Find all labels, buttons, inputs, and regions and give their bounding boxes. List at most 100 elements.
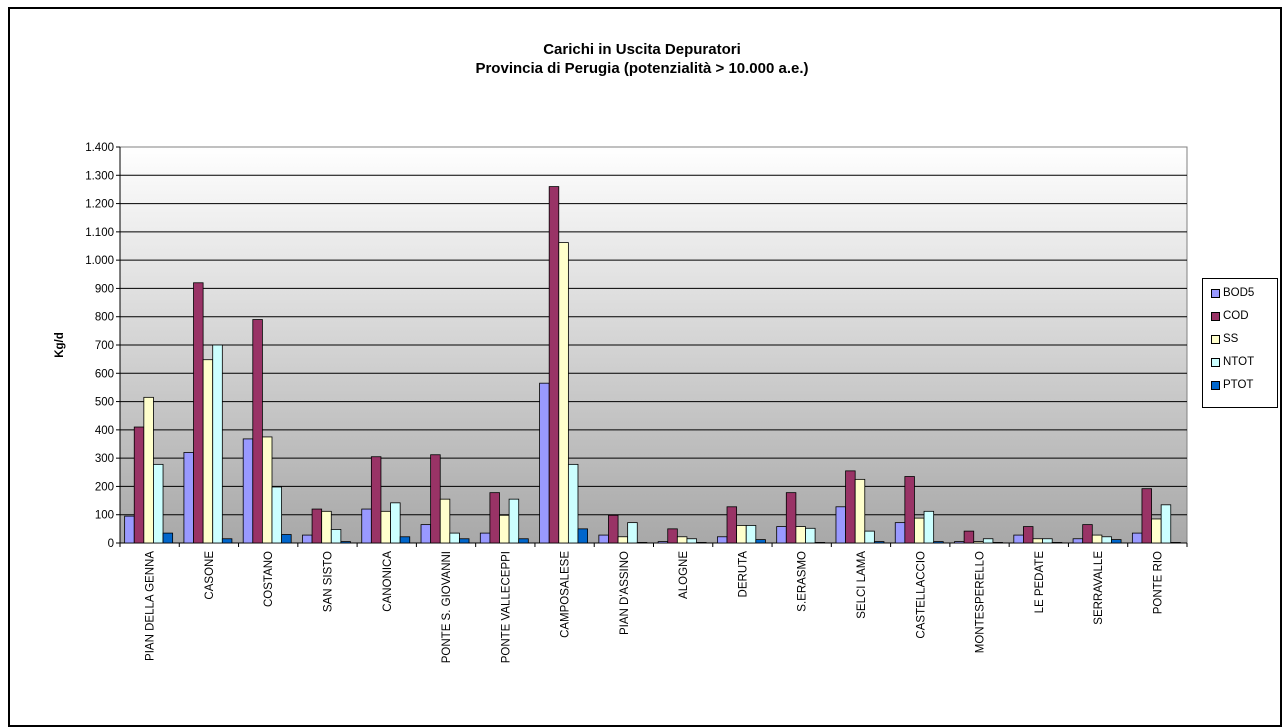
legend-label: BOD5 [1223,287,1255,299]
bar-ss [202,359,214,544]
x-tick-label: CAMPOSALESE [560,551,572,638]
bar-cod [311,508,323,544]
legend-label: NTOT [1223,356,1255,368]
x-tick-label: S.ERASMO [797,551,809,612]
bar-ptot [992,542,1003,544]
bar-ptot [873,541,885,544]
bar-ss [1091,534,1103,544]
y-tick-label: 1.300 [85,170,114,182]
x-tick-label: LE PEDATE [1034,551,1046,614]
bar-ptot [1111,539,1122,544]
y-tick-label: 500 [95,397,114,409]
bar-ntot [1101,536,1112,544]
bar-ptot [1170,542,1181,544]
y-tick-label: 0 [108,538,114,550]
bar-ntot [153,463,164,544]
bar-ss [676,536,688,544]
x-tick-label: DERUTA [737,551,749,598]
bar-ntot [212,344,223,544]
bar-ptot [518,538,529,544]
legend-item-cod: COD [1211,308,1249,324]
bar-ptot [399,536,411,544]
x-tick-label: SERRAVALLE [1093,551,1105,625]
bar-bod5 [302,534,313,544]
bar-ntot [271,486,282,544]
legend-item-bod5: BOD5 [1211,285,1254,301]
bar-bod5 [183,452,194,544]
legend-label: PTOT [1223,379,1254,391]
x-tick-label: PONTE RIO [1152,551,1164,614]
y-tick-label: 800 [95,312,114,324]
bar-ss [143,396,154,544]
x-tick-label: CASTELLACCIO [915,551,927,639]
bar-cod [1082,524,1093,544]
bar-ss [321,510,332,544]
bar-bod5 [657,541,669,544]
bar-cod [1023,526,1034,544]
bar-cod [904,476,915,544]
y-tick-label: 1.000 [85,255,114,267]
bar-ptot [696,542,707,544]
bar-ptot [755,539,766,544]
legend-swatch [1211,288,1220,298]
bar-cod [133,426,145,544]
legend-label: COD [1223,310,1249,322]
legend-item-ntot: NTOT [1211,354,1254,370]
bar-cod [370,456,382,544]
legend-swatch [1211,334,1220,344]
bar-bod5 [539,382,550,544]
bar-bod5 [1013,534,1024,544]
bar-ntot [982,538,994,544]
bar-ss [973,541,984,544]
bar-ss [558,242,569,544]
x-tick-label: PIAN DELLA GENNA [145,551,157,661]
bar-ptot [814,542,826,544]
bar-ptot [221,538,233,544]
bar-ss [914,517,925,544]
bar-ntot [508,498,520,544]
y-tick-label: 700 [95,340,114,352]
bar-ntot [567,463,579,544]
bar-cod [608,514,619,544]
bar-ss [854,478,866,544]
bar-ss [736,525,747,544]
bar-cod [1141,488,1152,544]
bar-ntot [1160,504,1172,544]
y-tick-label: 100 [95,510,114,522]
legend-swatch [1211,357,1220,367]
y-tick-label: 1.400 [85,142,114,154]
bar-bod5 [420,524,432,544]
bar-ntot [449,532,460,544]
y-tick-label: 200 [95,481,114,493]
bar-bod5 [717,536,728,544]
bar-cod [963,530,975,544]
bar-bod5 [242,438,254,544]
y-tick-label: 1.100 [85,227,114,239]
bar-ss [499,514,510,544]
bar-bod5 [1072,538,1084,544]
bar-bod5 [894,522,906,544]
bar-ntot [805,527,816,544]
legend-item-ptot: PTOT [1211,377,1253,393]
bar-ptot [577,528,588,544]
x-tick-label: COSTANO [263,551,275,607]
legend-swatch [1211,311,1220,321]
bar-bod5 [598,534,609,544]
x-tick-label: CASONE [204,551,216,600]
bar-cod [489,492,500,544]
bar-ss [261,436,273,544]
bar-ss [380,510,391,544]
x-tick-label: ALOGNE [678,551,690,599]
legend: BOD5 COD SS NTOT PTOT [1202,278,1278,408]
bar-cod [193,282,204,544]
legend-item-ss: SS [1211,331,1238,347]
bar-bod5 [479,532,491,544]
bar-ntot [745,525,757,544]
y-tick-label: 900 [95,283,114,295]
x-tick-label: SELCI LAMA [856,551,868,619]
bar-ntot [390,502,401,544]
x-tick-label: CANONICA [382,551,394,612]
bar-ss [617,536,629,544]
bar-cod [785,492,797,544]
